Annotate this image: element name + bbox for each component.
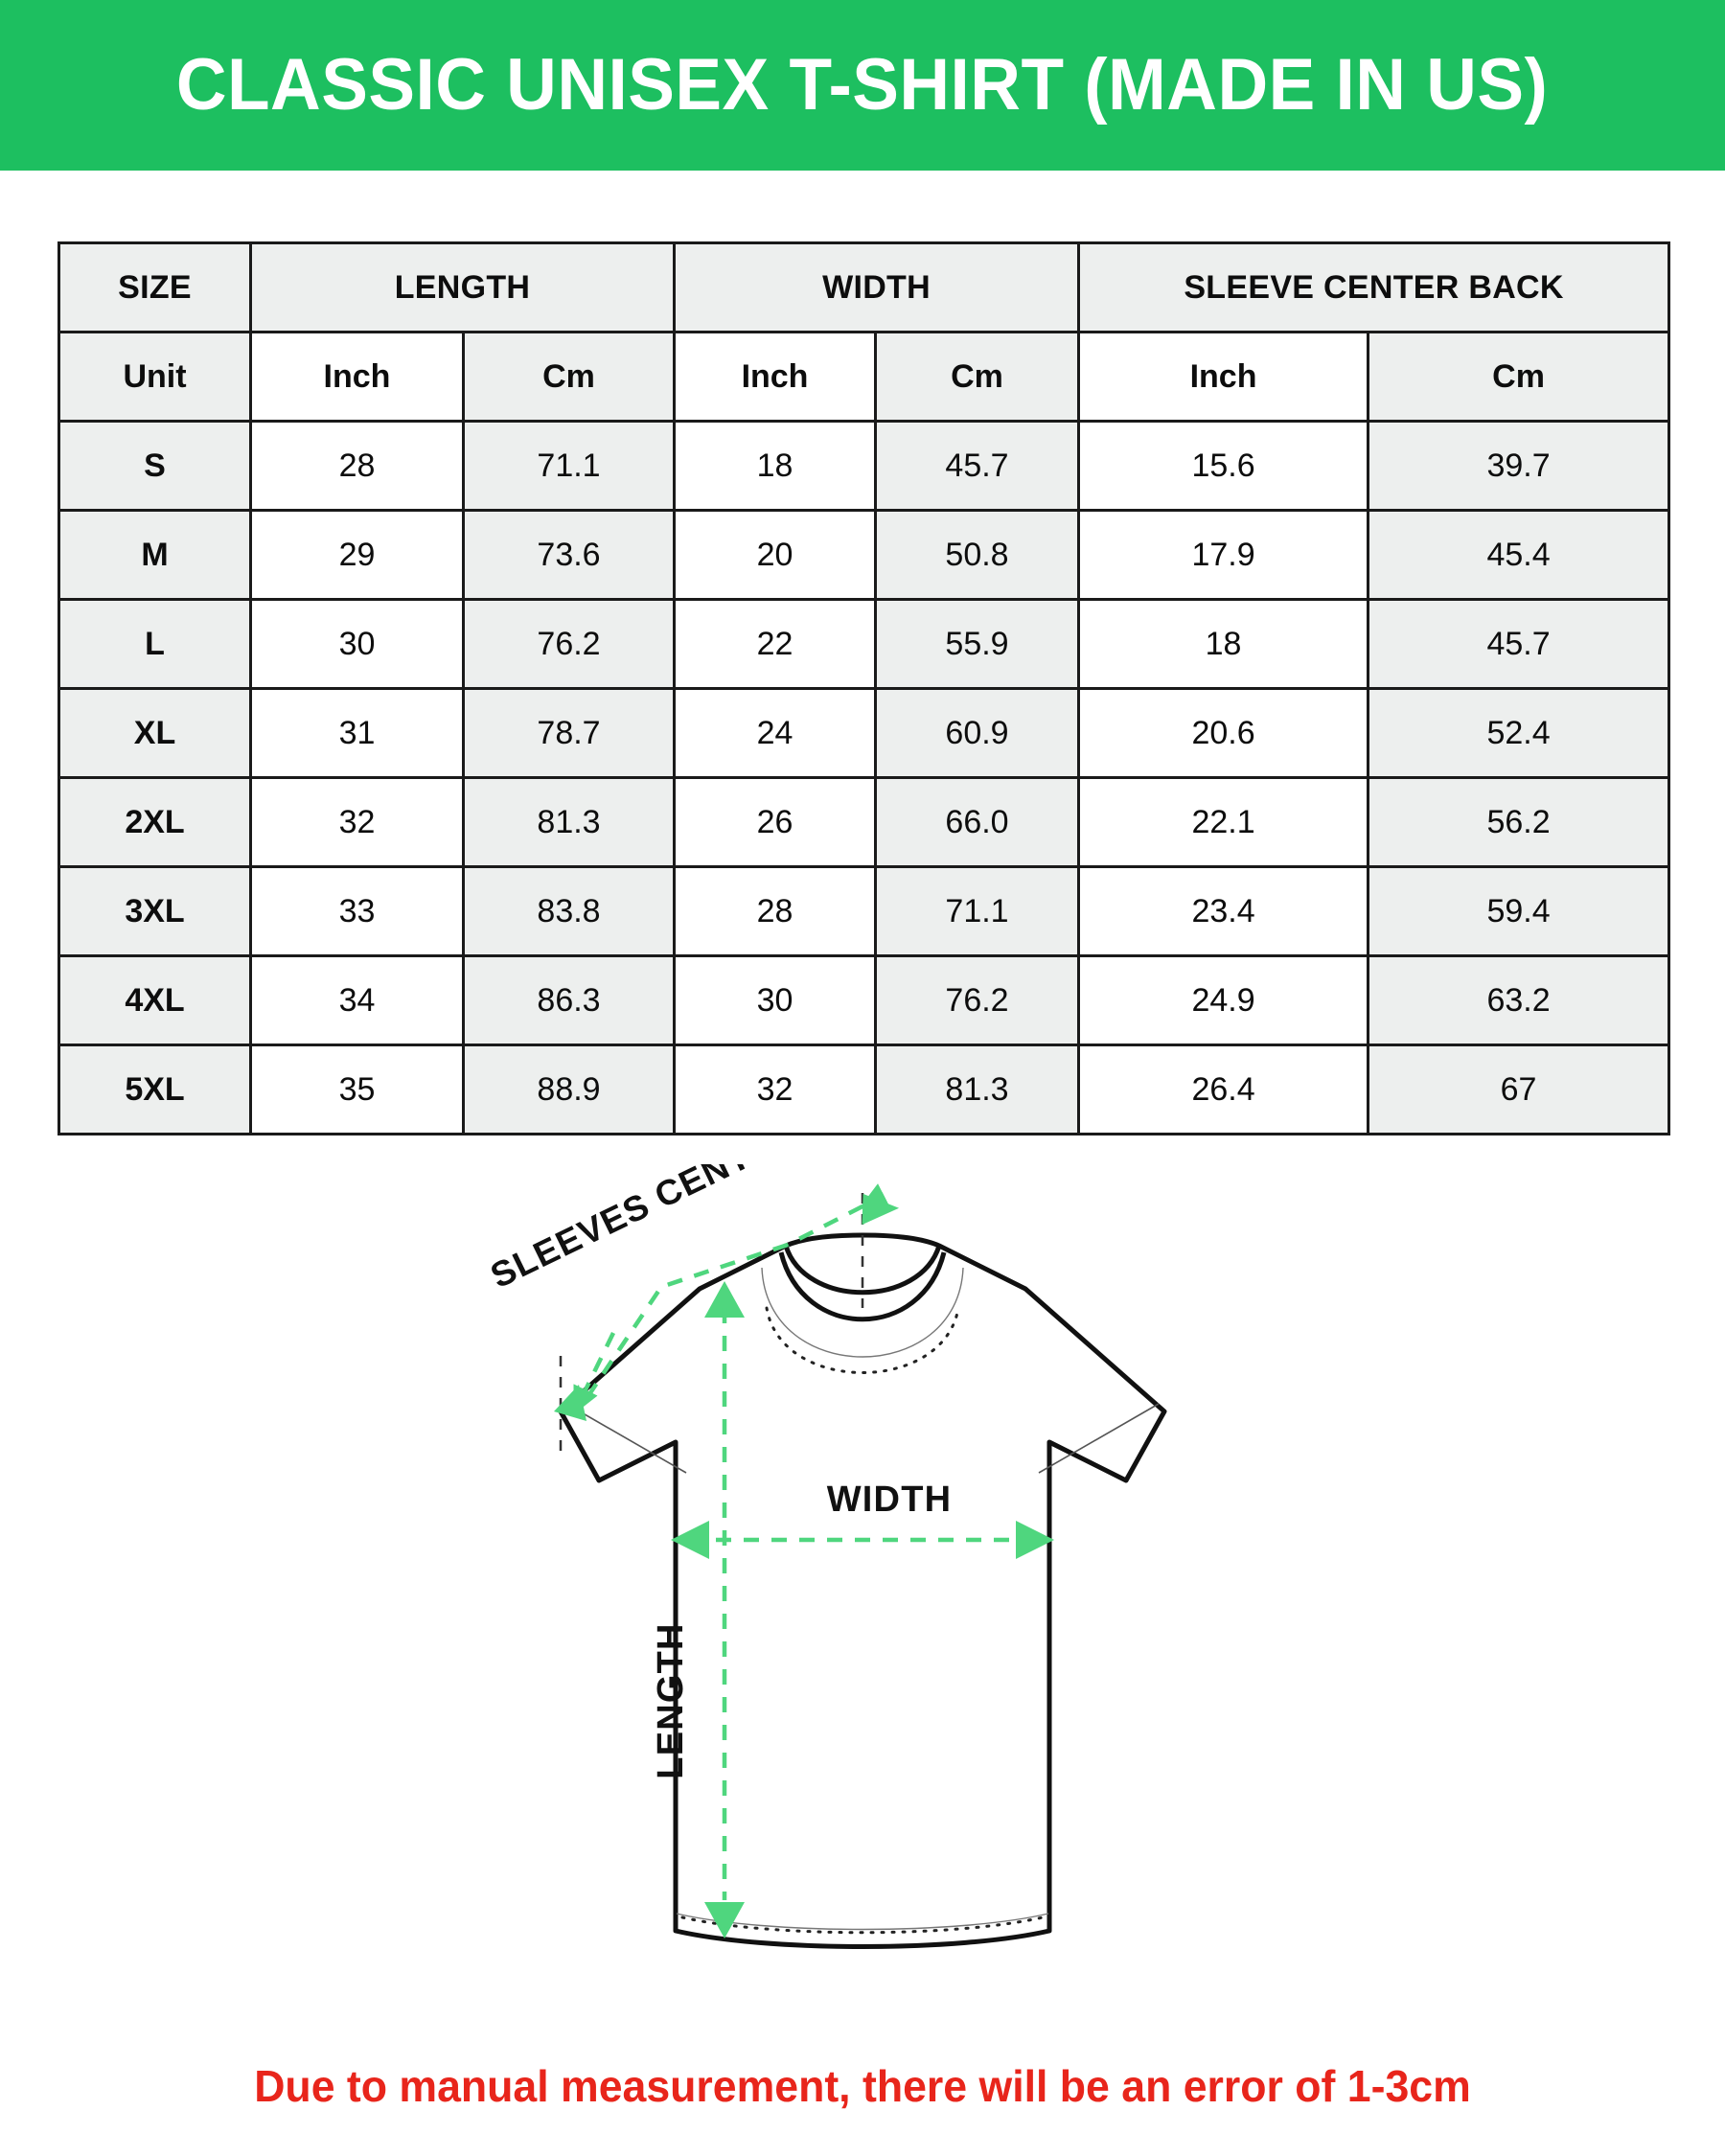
cell-length-cm: 71.1 [461,420,677,512]
page-title: CLASSIC UNISEX T-SHIRT (MADE IN US) [176,44,1549,126]
tshirt-measurement-diagram: SLEEVES CENTER BACK WIDTH LENGTH [0,1164,1725,2055]
sleeve-hem-lines [565,1403,1160,1474]
size-chart-table-container: SIZE LENGTH WIDTH SLEEVE CENTER BACK Uni… [58,241,1671,1135]
cell-width-inch: 26 [673,776,878,868]
cell-length-inch: 30 [249,598,465,690]
manual-measurement-disclaimer: Due to manual measurement, there will be… [254,2061,1471,2111]
cell-sleeve-cm: 45.7 [1367,598,1671,690]
cell-size: M [58,509,252,601]
cell-width-cm: 76.2 [874,954,1081,1046]
cell-width-inch: 18 [673,420,878,512]
cell-width-inch: 30 [673,954,878,1046]
cell-width-inch: 32 [673,1044,878,1135]
cell-width-cm: 45.7 [874,420,1081,512]
reference-guides [559,1193,864,1452]
cell-size: 3XL [58,865,252,957]
cell-width-cm: 60.9 [874,687,1081,779]
cell-sleeve-inch: 26.4 [1077,1044,1370,1135]
cell-width-cm: 50.8 [874,509,1081,601]
sleeve-center-back-measure-line [572,1183,890,1415]
column-header-length-cm: Cm [461,331,677,423]
column-header-length-inch: Inch [249,331,465,423]
cell-width-cm: 66.0 [874,776,1081,868]
tshirt-outline-icon [558,1232,1167,1949]
table-unit-header-row: Unit Inch Cm Inch Cm Inch Cm [58,331,1671,423]
cell-sleeve-inch: 24.9 [1077,954,1370,1046]
cell-sleeve-inch: 20.6 [1077,687,1370,779]
cell-length-inch: 28 [249,420,465,512]
table-group-header-row: SIZE LENGTH WIDTH SLEEVE CENTER BACK [58,241,1671,333]
collar-ghost-line [761,1267,964,1358]
column-group-width: WIDTH [673,241,1081,333]
cell-width-cm: 81.3 [874,1044,1081,1135]
cell-sleeve-inch: 17.9 [1077,509,1370,601]
cell-length-cm: 73.6 [461,509,677,601]
table-row: 2XL 32 81.3 26 66.0 22.1 56.2 [58,776,1671,868]
cell-length-cm: 78.7 [461,687,677,779]
collar-detail [778,1245,947,1322]
width-label: WIDTH [827,1479,953,1520]
cell-width-inch: 22 [673,598,878,690]
column-header-unit: Unit [58,331,252,423]
cell-width-cm: 71.1 [874,865,1081,957]
cell-size: S [58,420,252,512]
cell-length-inch: 32 [249,776,465,868]
cell-sleeve-inch: 15.6 [1077,420,1370,512]
cell-sleeve-cm: 59.4 [1367,865,1671,957]
column-header-width-inch: Inch [673,331,878,423]
column-header-sleeve-cm: Cm [1367,331,1671,423]
column-group-size: SIZE [58,241,252,333]
cell-length-inch: 35 [249,1044,465,1135]
cell-width-inch: 24 [673,687,878,779]
cell-length-inch: 29 [249,509,465,601]
table-row: M 29 73.6 20 50.8 17.9 45.4 [58,509,1671,601]
size-chart-table: SIZE LENGTH WIDTH SLEEVE CENTER BACK Uni… [58,241,1671,1135]
table-row: 5XL 35 88.9 32 81.3 26.4 67 [58,1044,1671,1135]
cell-size: XL [58,687,252,779]
cell-length-inch: 31 [249,687,465,779]
cell-length-cm: 83.8 [461,865,677,957]
cell-length-cm: 88.9 [461,1044,677,1135]
cell-width-inch: 20 [673,509,878,601]
cell-sleeve-inch: 22.1 [1077,776,1370,868]
column-group-length: LENGTH [248,241,677,333]
cell-sleeve-cm: 52.4 [1367,687,1671,779]
cell-sleeve-cm: 67 [1367,1044,1671,1135]
cell-length-inch: 34 [249,954,465,1046]
table-row: XL 31 78.7 24 60.9 20.6 52.4 [58,687,1671,779]
cell-sleeve-cm: 63.2 [1367,954,1671,1046]
table-row: S 28 71.1 18 45.7 15.6 39.7 [58,420,1671,512]
cell-size: 5XL [58,1044,252,1135]
cell-sleeve-inch: 18 [1077,598,1370,690]
length-measure-top-arrow [704,1281,745,1318]
column-group-sleeve-center-back: SLEEVE CENTER BACK [1077,241,1671,333]
sleeve-measure-arrowheads [554,1193,900,1421]
cell-sleeve-cm: 45.4 [1367,509,1671,601]
length-label: LENGTH [651,1622,691,1778]
cell-sleeve-cm: 56.2 [1367,776,1671,868]
table-row: L 30 76.2 22 55.9 18 45.7 [58,598,1671,690]
cell-width-cm: 55.9 [874,598,1081,690]
length-measure-bottom-arrow [704,1902,745,1938]
table-row: 4XL 34 86.3 30 76.2 24.9 63.2 [58,954,1671,1046]
cell-length-cm: 86.3 [461,954,677,1046]
column-header-width-cm: Cm [874,331,1081,423]
collar-stitch-dots [765,1306,960,1374]
cell-size: 4XL [58,954,252,1046]
cell-size: 2XL [58,776,252,868]
column-header-sleeve-inch: Inch [1077,331,1370,423]
cell-sleeve-inch: 23.4 [1077,865,1370,957]
table-body: S 28 71.1 18 45.7 15.6 39.7 M 29 73.6 20… [58,420,1671,1135]
width-measure-arrowheads [671,1521,1054,1559]
cell-length-cm: 76.2 [461,598,677,690]
cell-length-inch: 33 [249,865,465,957]
cell-sleeve-cm: 39.7 [1367,420,1671,512]
table-row: 3XL 33 83.8 28 71.1 23.4 59.4 [58,865,1671,957]
cell-size: L [58,598,252,690]
cell-width-inch: 28 [673,865,878,957]
cell-length-cm: 81.3 [461,776,677,868]
header-banner: CLASSIC UNISEX T-SHIRT (MADE IN US) [0,0,1725,171]
